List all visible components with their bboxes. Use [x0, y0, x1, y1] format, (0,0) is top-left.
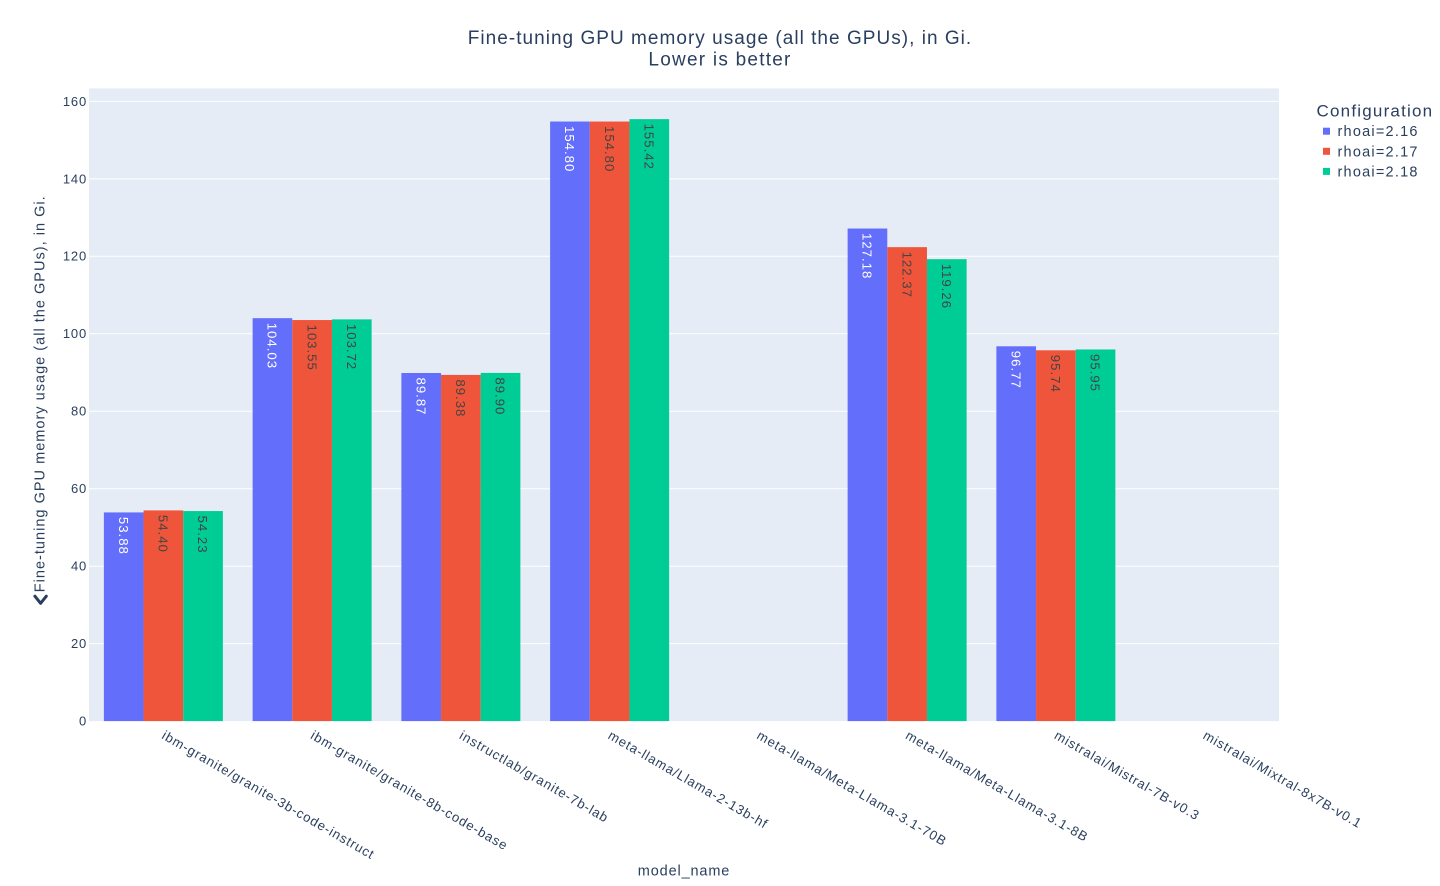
- svg-text:60: 60: [71, 481, 87, 496]
- svg-text:154.80: 154.80: [562, 126, 577, 172]
- svg-text:95.74: 95.74: [1048, 355, 1063, 393]
- svg-text:103.72: 103.72: [344, 324, 359, 370]
- svg-text:rhoai=2.18: rhoai=2.18: [1338, 164, 1419, 180]
- svg-text:140: 140: [63, 171, 87, 186]
- svg-text:20: 20: [71, 636, 87, 651]
- svg-text:80: 80: [71, 404, 87, 419]
- svg-text:127.18: 127.18: [860, 233, 875, 279]
- svg-text:53.88: 53.88: [116, 517, 131, 555]
- svg-text:100: 100: [63, 326, 87, 341]
- svg-text:96.77: 96.77: [1008, 351, 1023, 389]
- svg-text:95.95: 95.95: [1088, 354, 1103, 392]
- svg-text:model_name: model_name: [638, 864, 730, 880]
- svg-text:122.37: 122.37: [899, 252, 914, 298]
- svg-text:rhoai=2.16: rhoai=2.16: [1338, 124, 1419, 140]
- svg-text:119.26: 119.26: [939, 264, 954, 309]
- svg-text:Lower is better: Lower is better: [648, 50, 791, 71]
- svg-text:89.38: 89.38: [453, 379, 468, 417]
- svg-text:120: 120: [63, 249, 87, 264]
- svg-text:103.55: 103.55: [304, 325, 319, 371]
- svg-text:40: 40: [71, 559, 87, 574]
- svg-text:Fine-tuning GPU memory usage (: Fine-tuning GPU memory usage (all the GP…: [32, 195, 48, 592]
- svg-text:154.80: 154.80: [602, 126, 617, 172]
- svg-text:rhoai=2.17: rhoai=2.17: [1338, 144, 1419, 160]
- svg-text:89.90: 89.90: [493, 377, 508, 415]
- svg-text:104.03: 104.03: [265, 323, 280, 369]
- svg-text:Fine-tuning GPU memory usage (: Fine-tuning GPU memory usage (all the GP…: [468, 28, 972, 49]
- svg-text:54.23: 54.23: [195, 516, 210, 554]
- svg-text:155.42: 155.42: [642, 124, 657, 170]
- svg-text:Configuration: Configuration: [1317, 102, 1434, 121]
- svg-text:0: 0: [79, 714, 87, 729]
- svg-text:89.87: 89.87: [413, 378, 428, 416]
- svg-text:160: 160: [63, 94, 87, 109]
- svg-text:54.40: 54.40: [156, 515, 171, 553]
